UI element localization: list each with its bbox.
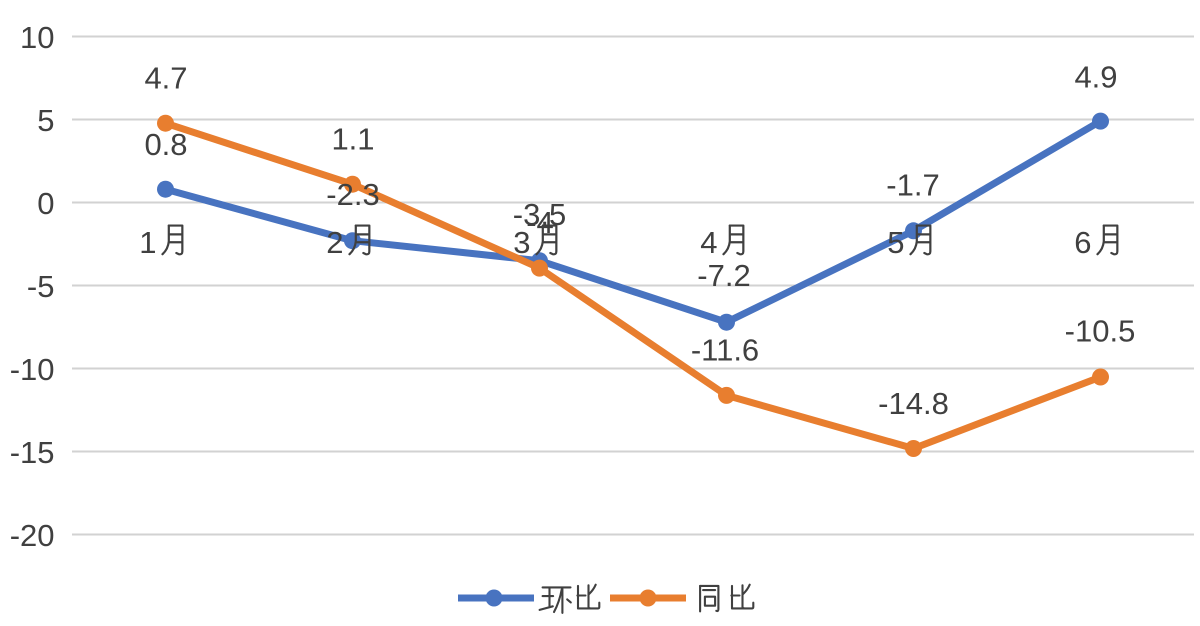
svg-text:0.8: 0.8	[144, 127, 187, 162]
svg-text:-7.2: -7.2	[697, 258, 750, 293]
svg-text:1.1: 1.1	[331, 121, 374, 156]
svg-text:3: 3	[513, 225, 530, 260]
svg-text:4: 4	[700, 225, 717, 260]
svg-text:4.9: 4.9	[1074, 59, 1117, 94]
svg-text:5: 5	[37, 103, 54, 138]
svg-text:-11.6: -11.6	[691, 332, 759, 367]
svg-text:-20: -20	[10, 518, 55, 553]
svg-text:-10.5: -10.5	[1065, 313, 1136, 348]
svg-text:-1.7: -1.7	[886, 167, 939, 202]
svg-text:0: 0	[37, 186, 54, 221]
svg-text:-15: -15	[10, 435, 55, 470]
svg-text:-10: -10	[10, 352, 55, 387]
svg-text:6: 6	[1074, 225, 1091, 260]
svg-text:5: 5	[887, 225, 904, 260]
svg-text:-2.3: -2.3	[326, 177, 379, 212]
svg-text:2: 2	[326, 225, 343, 260]
svg-text:-14.8: -14.8	[878, 386, 949, 421]
svg-text:10: 10	[20, 20, 54, 55]
svg-text:4.7: 4.7	[144, 60, 187, 95]
svg-text:1: 1	[139, 225, 156, 260]
svg-text:-5: -5	[27, 269, 55, 304]
